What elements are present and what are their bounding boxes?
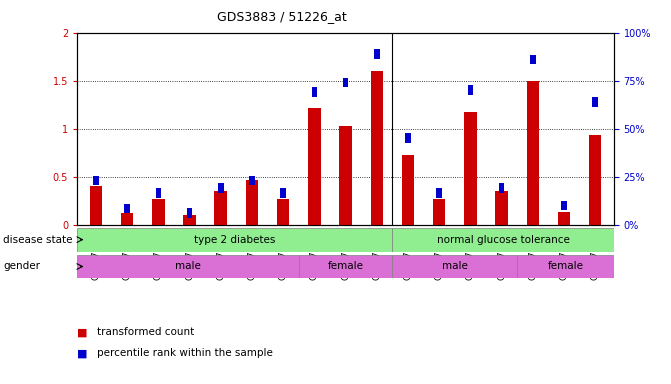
Bar xyxy=(124,204,130,213)
Text: female: female xyxy=(548,262,584,271)
Bar xyxy=(370,71,383,225)
Text: type 2 diabetes: type 2 diabetes xyxy=(194,235,276,245)
Bar xyxy=(517,255,614,278)
Bar xyxy=(277,199,289,225)
Bar xyxy=(495,191,508,225)
Bar xyxy=(558,212,570,225)
Bar xyxy=(218,184,223,193)
Text: male: male xyxy=(442,262,468,271)
Bar xyxy=(589,136,601,225)
Bar xyxy=(246,180,258,225)
Bar xyxy=(592,97,598,107)
Bar xyxy=(433,199,446,225)
Text: transformed count: transformed count xyxy=(97,327,195,337)
Bar xyxy=(527,81,539,225)
Bar xyxy=(530,55,535,65)
Bar xyxy=(90,186,102,225)
Bar xyxy=(249,176,255,185)
Bar xyxy=(468,86,473,95)
Bar xyxy=(308,109,321,225)
Bar xyxy=(121,213,134,225)
Bar xyxy=(93,176,99,185)
Text: female: female xyxy=(327,262,364,271)
Bar xyxy=(499,184,505,193)
Bar xyxy=(156,188,161,198)
Bar xyxy=(374,49,380,59)
Bar xyxy=(405,134,411,143)
Text: GDS3883 / 51226_at: GDS3883 / 51226_at xyxy=(217,10,347,23)
Text: male: male xyxy=(175,262,201,271)
Text: percentile rank within the sample: percentile rank within the sample xyxy=(97,348,273,358)
Bar xyxy=(393,255,517,278)
Bar xyxy=(187,209,193,218)
Bar xyxy=(299,255,393,278)
Bar xyxy=(280,188,286,198)
Text: gender: gender xyxy=(3,262,40,271)
Bar xyxy=(402,155,414,225)
Text: normal glucose tolerance: normal glucose tolerance xyxy=(437,235,570,245)
Bar xyxy=(343,78,348,88)
Bar xyxy=(561,201,567,210)
Bar xyxy=(464,113,476,225)
Bar xyxy=(311,88,317,97)
Bar xyxy=(393,228,614,252)
Bar xyxy=(340,126,352,225)
Text: ■: ■ xyxy=(77,348,88,358)
Bar xyxy=(183,215,196,225)
Bar xyxy=(436,188,442,198)
Bar xyxy=(77,255,299,278)
Text: disease state: disease state xyxy=(3,235,73,245)
Text: ■: ■ xyxy=(77,327,88,337)
Bar xyxy=(77,228,393,252)
Bar xyxy=(215,191,227,225)
Bar xyxy=(152,199,164,225)
